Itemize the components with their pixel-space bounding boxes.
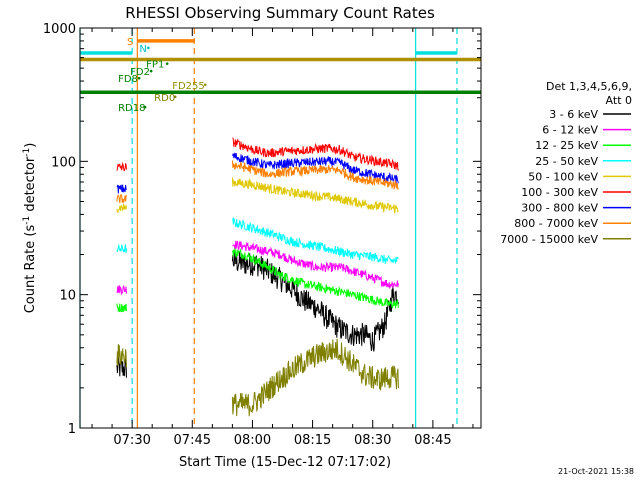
plot-frame [79,27,482,429]
flag-label-5: RD0 [154,93,175,104]
x-tick-label-3: 08:15 [294,433,331,448]
legend-label-3: 25 - 50 keV [535,155,598,168]
legend-label-0: 3 - 6 keV [549,108,598,121]
series-2-pre [116,303,127,313]
flag-dot-5 [173,95,177,99]
flag-dot-1 [165,62,169,65]
footer-timestamp: 21-Oct-2021 15:38 [558,467,634,476]
series-6-trace [231,152,399,185]
legend-label-6: 300 - 800 keV [521,202,598,215]
legend-label-5: 100 - 300 keV [521,186,598,199]
series-5-pre [116,161,127,172]
legend-label-8: 7000 - 15000 keV [500,233,598,246]
y-axis: 1 10 100 1000 [43,22,481,437]
y-tick-label-2: 100 [51,155,76,170]
x-axis-label: Start Time (15-Dec-12 07:17:02) [179,455,391,470]
legend-header-line1: Det 1,3,4,5,6,9, [546,80,632,93]
legend-header-line2: Att 0 [606,94,632,107]
flag-dot-3 [137,76,141,80]
flag-dot-2 [149,69,153,73]
series-8-pre [116,344,127,368]
y-tick-label-3: 1000 [43,22,76,37]
flag-label-0: N [139,44,146,55]
series-4-pre [116,203,127,213]
legend: Det 1,3,4,5,6,9, Att 0 3 - 6 keV 6 - 12 k… [500,80,632,246]
flag-label-4: FD255 [172,81,205,92]
series-3-trace [232,216,399,265]
series-8-trace [231,338,399,417]
series-2-trace [231,247,399,309]
series-0-trace [231,251,400,352]
legend-label-4: 50 - 100 keV [528,170,598,183]
flag-label-1: FP1 [146,60,164,71]
y-axis-label: Count Rate (s-1 detector-1) [22,143,38,314]
series-1-trace [232,240,399,289]
x-tick-label-4: 08:30 [354,433,391,448]
flag-label-2: FD2 [130,67,150,78]
series-7-trace [231,160,399,190]
series-5-trace [232,137,399,171]
legend-label-2: 12 - 25 keV [535,139,598,152]
series-4-trace [231,177,399,214]
series-3-pre [116,243,127,253]
series-7-pre [116,194,127,204]
x-tick-label-2: 08:00 [234,433,271,448]
chart-title: RHESSI Observing Summary Count Rates [125,4,435,22]
legend-label-1: 6 - 12 keV [542,124,598,137]
y-tick-label-1: 10 [59,289,76,304]
x-tick-label-5: 08:45 [414,433,451,448]
flag-label-3: FD8 [118,74,138,85]
series-6-pre [116,184,127,194]
y-tick-label-0: 1 [68,422,76,437]
flag-dot-0 [147,46,150,50]
flag-dot-6 [143,105,147,109]
flag-label-6: RD18 [118,103,145,114]
x-tick-label-0: 07:30 [113,433,150,448]
x-tick-label-1: 07:45 [174,433,211,448]
legend-label-7: 800 - 7000 keV [514,217,598,230]
flag-bar-label-0: S [127,37,133,48]
flag-dot-4 [203,83,207,87]
x-axis: 07:30 07:45 08:00 08:15 08:30 08:45 [91,28,474,448]
series-1-pre [116,284,127,296]
